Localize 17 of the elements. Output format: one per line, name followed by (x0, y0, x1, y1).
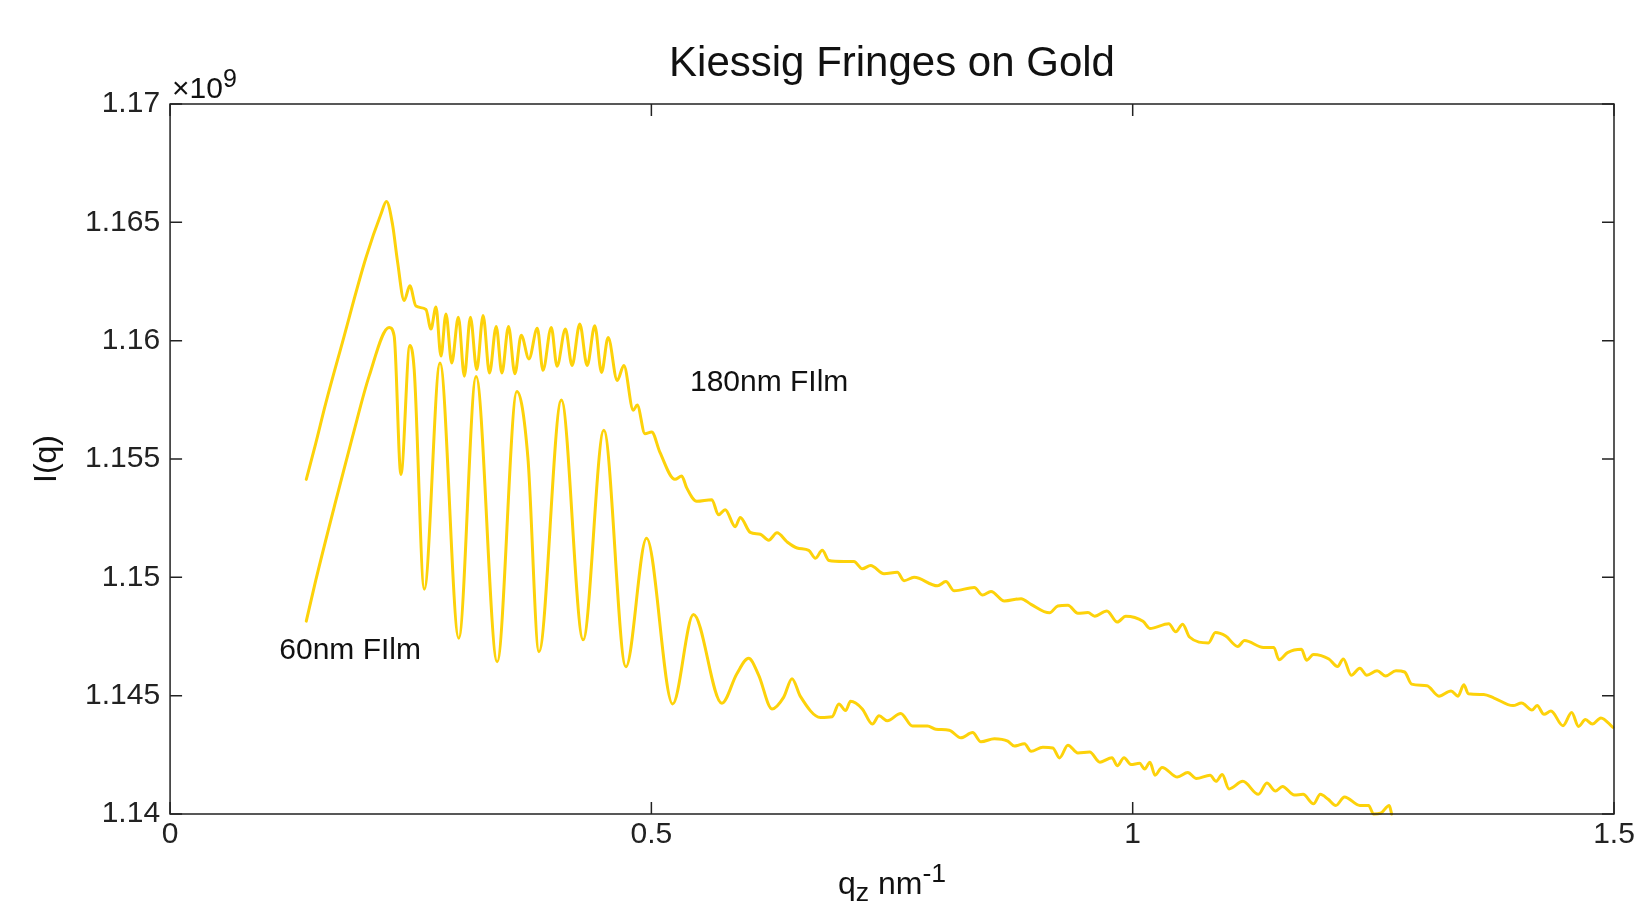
series-label: 60nm FIlm (279, 632, 421, 666)
annotation: ×10$^{9}$ (172, 64, 237, 105)
x-tick-label: 1 (1124, 816, 1142, 850)
series-label: 180nm FIlm (689, 363, 849, 397)
y-tick-label: 1.17 (101, 85, 161, 119)
y-tick-label: 1.15 (101, 558, 161, 592)
y-tick-label: 1.16 (101, 321, 161, 355)
x-axis-title: q$_{z}$ nm$^{-1}$ (837, 858, 947, 906)
x-tick-label: 0 (161, 816, 179, 850)
y-tick-label: 1.14 (101, 795, 161, 829)
chart-title: Kiessig Fringes on Gold (669, 38, 1115, 86)
y-tick-label: 1.155 (85, 440, 161, 474)
y-tick-label: 1.165 (85, 203, 161, 237)
y-tick-label: 1.145 (85, 676, 161, 710)
y-axis-title: I(q) (26, 435, 64, 483)
x-tick-label: 1.5 (1593, 816, 1635, 850)
x-tick-label: 0.5 (630, 816, 673, 850)
